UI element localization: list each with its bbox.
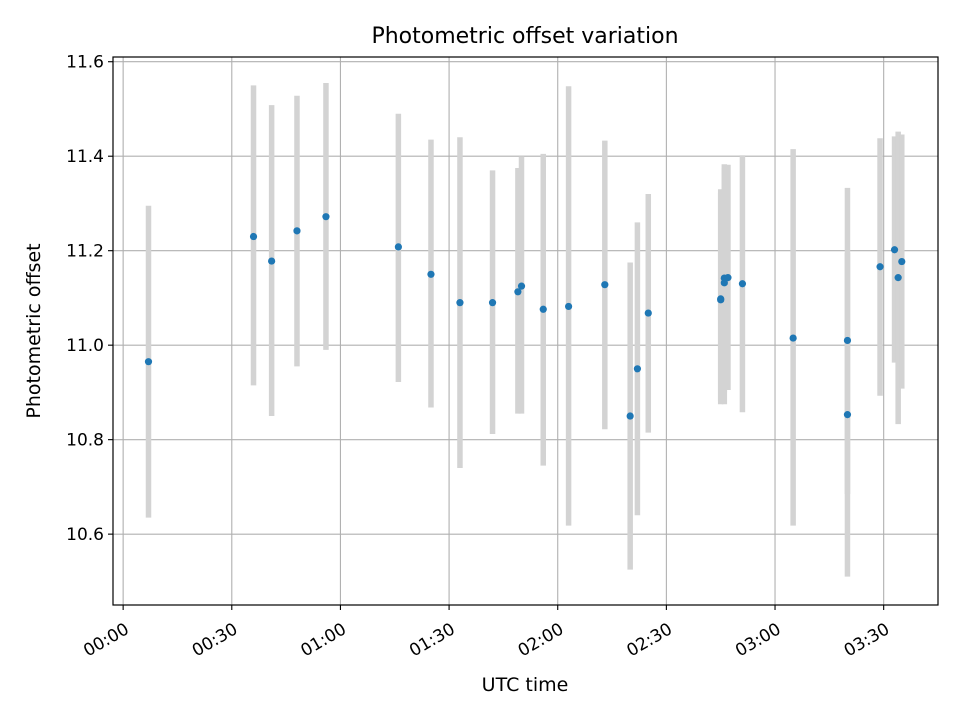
x-axis-label: UTC time [482,674,569,696]
x-tick-label: 03:00 [732,619,784,661]
y-tick-label: 10.6 [66,525,104,545]
x-tick-label: 02:00 [515,619,567,661]
data-point [539,305,547,313]
x-tick-label: 02:30 [623,619,675,661]
data-point [843,336,852,345]
y-tick-label: 11.4 [66,147,104,167]
data-point [514,288,522,296]
tick-layer: 00:00 00:30 01:00 01:30 02:00 02:30 03:00 03:30… [66,53,893,661]
y-axis-label: Photometric offset [23,243,45,418]
x-tick-label: 03:30 [841,619,893,661]
plot-frame [112,56,939,606]
chart-title: Photometric offset variation [371,24,678,49]
data-point [898,257,906,266]
y-tick-label: 11.0 [66,336,104,356]
data-point [488,299,497,307]
grid-layer [113,57,938,605]
y-tick-label: 10.8 [66,431,104,451]
data-point [789,334,797,342]
data-point [717,296,725,304]
data-point [633,365,642,373]
data-point [322,213,330,221]
data-point [456,299,464,307]
data-point [843,411,852,419]
data-point [394,243,402,251]
y-tick-label: 11.2 [66,242,104,262]
data-point [517,282,526,290]
x-tick-label: 01:00 [298,619,350,661]
data-point [890,246,899,254]
data-point [601,281,609,289]
data-point [738,280,747,288]
x-tick-label: 01:30 [406,619,458,661]
data-point [427,270,435,278]
data-point [144,358,153,366]
errorbar-layer [145,82,905,577]
data-point [249,232,258,241]
point-layer [144,213,906,420]
x-tick-label: 00:30 [189,619,241,661]
y-tick-label: 11.6 [66,53,104,73]
data-point [894,274,902,282]
data-point [724,274,732,282]
data-point [644,309,652,317]
data-point [876,263,884,271]
x-tick-label: 00:00 [80,619,132,661]
data-point [293,227,301,235]
data-point [268,257,276,265]
data-point [626,412,634,420]
data-point [564,302,573,311]
